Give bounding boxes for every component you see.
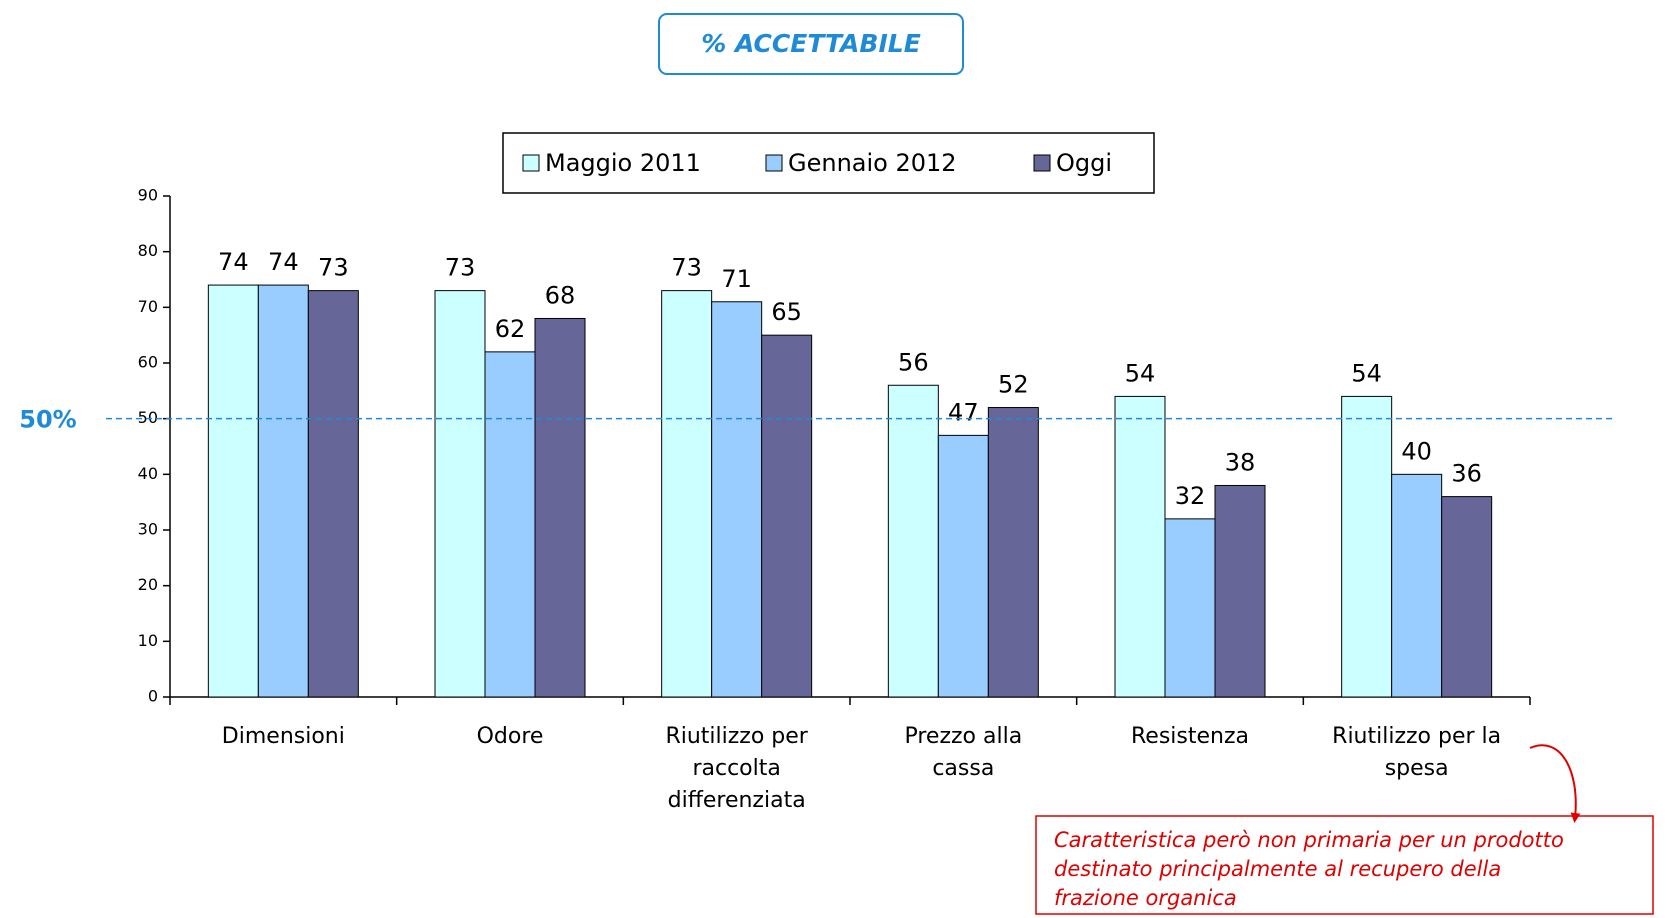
value-label: 65 xyxy=(771,298,802,326)
bar xyxy=(711,301,763,698)
bar xyxy=(484,351,536,698)
bar xyxy=(1214,484,1266,698)
bar xyxy=(1441,496,1493,698)
bar xyxy=(207,284,259,698)
bar xyxy=(1341,395,1393,698)
value-label: 54 xyxy=(1125,359,1156,387)
bar xyxy=(534,317,586,698)
y-tick-label: 80 xyxy=(138,241,158,260)
x-tick-label: Riutilizzo per raccolta differenziata xyxy=(665,724,808,813)
legend-label: Gennaio 2012 xyxy=(788,149,957,177)
y-tick-label: 10 xyxy=(138,631,158,650)
annotation-arrow xyxy=(1529,744,1581,823)
legend-swatch xyxy=(765,154,783,172)
chart-title: % ACCETTABILE xyxy=(701,29,921,58)
bar xyxy=(257,284,309,698)
value-label: 62 xyxy=(495,315,526,343)
annotation: Caratteristica però non primaria per un … xyxy=(1054,828,1564,910)
x-tick-label: Resistenza xyxy=(1131,724,1249,749)
y-tick-label: 30 xyxy=(138,520,158,539)
bar xyxy=(887,384,939,698)
reference-label: 50% xyxy=(19,406,76,434)
x-tick-label: Riutilizzo per la spesa xyxy=(1332,724,1501,781)
title-box xyxy=(658,13,964,75)
y-tick-label: 50 xyxy=(138,408,158,427)
y-tick-label: 70 xyxy=(138,297,158,316)
legend-swatch xyxy=(522,154,540,172)
bar xyxy=(1391,473,1443,698)
bar xyxy=(307,290,359,698)
value-label: 73 xyxy=(318,254,349,282)
value-label: 52 xyxy=(998,371,1029,399)
y-tick-label: 20 xyxy=(138,575,158,594)
value-label: 74 xyxy=(218,248,249,276)
bar xyxy=(661,290,713,698)
value-label: 56 xyxy=(898,348,929,376)
value-label: 74 xyxy=(268,248,299,276)
bar xyxy=(761,334,813,698)
legend-swatch xyxy=(1033,154,1051,172)
value-label: 38 xyxy=(1225,448,1256,476)
value-label: 40 xyxy=(1401,437,1432,465)
bar xyxy=(434,290,486,698)
legend-label: Maggio 2011 xyxy=(545,149,701,177)
y-tick-label: 0 xyxy=(148,687,158,706)
legend-label: Oggi xyxy=(1056,149,1112,177)
x-tick-label: Prezzo alla cassa xyxy=(904,724,1022,781)
bar xyxy=(1164,518,1216,698)
value-label: 73 xyxy=(445,254,476,282)
y-tick-label: 60 xyxy=(138,353,158,372)
annotation-box xyxy=(1035,815,1654,915)
value-label: 54 xyxy=(1351,359,1382,387)
y-tick-label: 90 xyxy=(138,186,158,205)
value-label: 47 xyxy=(948,398,979,426)
bar xyxy=(937,434,989,698)
x-tick-label: Dimensioni xyxy=(222,724,345,749)
value-label: 71 xyxy=(721,265,752,293)
x-tick-label: Odore xyxy=(477,724,544,749)
value-label: 73 xyxy=(671,254,702,282)
bar xyxy=(1114,395,1166,698)
bar xyxy=(987,407,1039,698)
value-label: 68 xyxy=(545,281,576,309)
value-label: 36 xyxy=(1451,460,1482,488)
y-tick-label: 40 xyxy=(138,464,158,483)
value-label: 32 xyxy=(1175,482,1206,510)
